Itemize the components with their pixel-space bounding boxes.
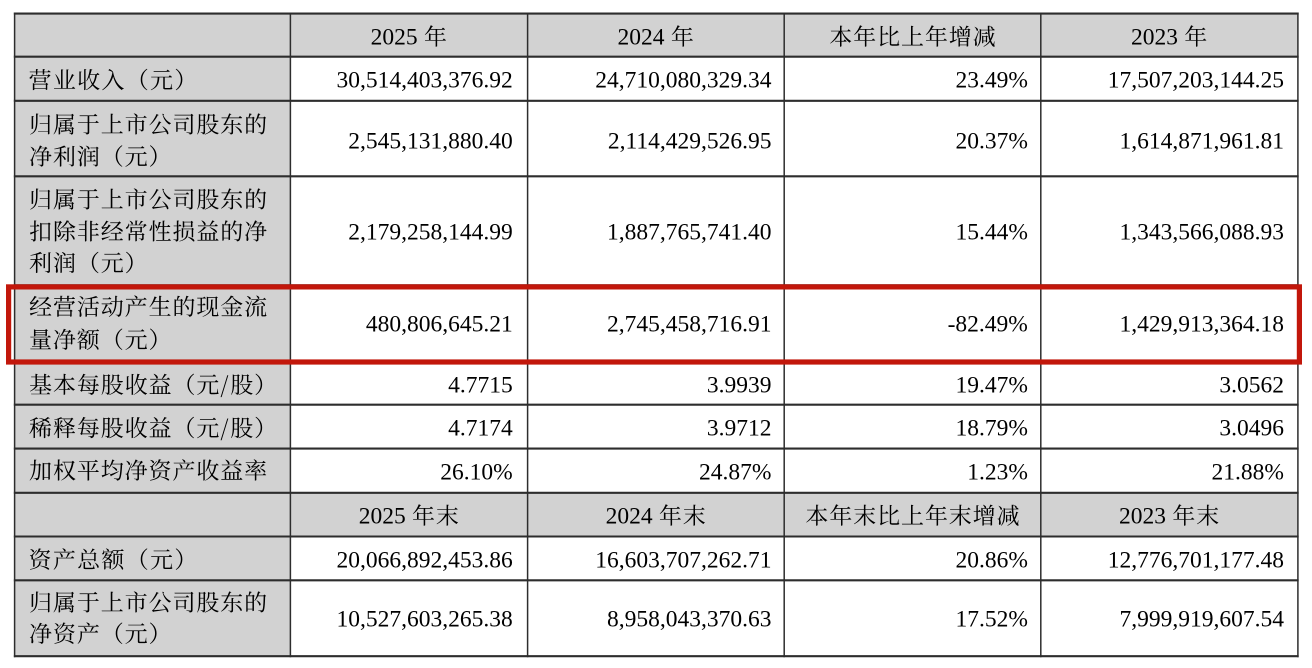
svg-text:8,958,043,370.63: 8,958,043,370.63 xyxy=(607,606,772,632)
svg-text:12,776,701,177.48: 12,776,701,177.48 xyxy=(1108,548,1284,574)
svg-text:3.0562: 3.0562 xyxy=(1219,373,1284,399)
svg-text:2,179,258,144.99: 2,179,258,144.99 xyxy=(348,220,513,246)
svg-text:17,507,203,144.25: 17,507,203,144.25 xyxy=(1108,68,1284,94)
svg-text:3.9712: 3.9712 xyxy=(707,416,772,442)
svg-text:2025: 2025 xyxy=(359,504,406,530)
svg-text:1,343,566,088.93: 1,343,566,088.93 xyxy=(1120,220,1285,246)
svg-text:3.9939: 3.9939 xyxy=(707,373,772,399)
svg-text:1,887,765,741.40: 1,887,765,741.40 xyxy=(607,220,772,246)
svg-text:18.79%: 18.79% xyxy=(955,416,1027,442)
svg-text:2025: 2025 xyxy=(371,24,418,50)
svg-text:19.47%: 19.47% xyxy=(955,373,1027,399)
svg-text:2,114,429,526.95: 2,114,429,526.95 xyxy=(608,129,772,155)
svg-text:1.23%: 1.23% xyxy=(967,459,1028,485)
svg-text:1,614,871,961.81: 1,614,871,961.81 xyxy=(1120,129,1285,155)
svg-text:16,603,707,262.71: 16,603,707,262.71 xyxy=(595,548,771,574)
svg-text:2024: 2024 xyxy=(618,24,665,50)
svg-text:4.7174: 4.7174 xyxy=(448,416,513,442)
svg-text:2,745,458,716.91: 2,745,458,716.91 xyxy=(607,311,772,337)
svg-text:21.88%: 21.88% xyxy=(1212,459,1284,485)
svg-text:2024: 2024 xyxy=(606,504,653,530)
svg-text:1,429,913,364.18: 1,429,913,364.18 xyxy=(1120,311,1285,337)
svg-text:480,806,645.21: 480,806,645.21 xyxy=(366,311,513,337)
svg-text:15.44%: 15.44% xyxy=(955,220,1027,246)
svg-text:24,710,080,329.34: 24,710,080,329.34 xyxy=(595,68,772,94)
svg-text:2023: 2023 xyxy=(1131,24,1178,50)
svg-text:-82.49%: -82.49% xyxy=(948,311,1028,337)
svg-text:2,545,131,880.40: 2,545,131,880.40 xyxy=(348,129,513,155)
svg-text:26.10%: 26.10% xyxy=(440,459,512,485)
svg-text:4.7715: 4.7715 xyxy=(448,373,513,399)
svg-text:20.37%: 20.37% xyxy=(955,129,1027,155)
svg-text:24.87%: 24.87% xyxy=(699,459,771,485)
svg-text:23.49%: 23.49% xyxy=(955,68,1027,94)
svg-text:2023: 2023 xyxy=(1119,504,1166,530)
svg-text:10,527,603,265.38: 10,527,603,265.38 xyxy=(336,606,512,632)
svg-text:20.86%: 20.86% xyxy=(955,548,1027,574)
svg-text:3.0496: 3.0496 xyxy=(1219,416,1284,442)
svg-text:30,514,403,376.92: 30,514,403,376.92 xyxy=(336,68,512,94)
svg-text:20,066,892,453.86: 20,066,892,453.86 xyxy=(336,548,513,574)
svg-text:7,999,919,607.54: 7,999,919,607.54 xyxy=(1120,606,1285,632)
svg-text:17.52%: 17.52% xyxy=(955,606,1027,632)
